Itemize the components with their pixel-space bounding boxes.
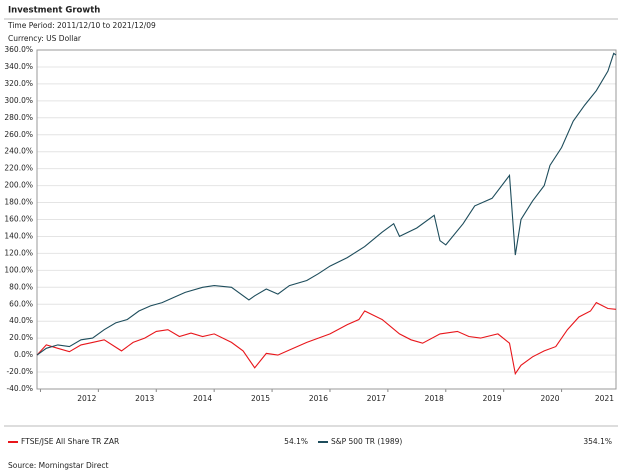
x-tick-label: 2013: [135, 394, 154, 403]
y-tick-label: 160.0%: [4, 215, 33, 224]
x-tick-label: 2020: [540, 394, 559, 403]
y-tick-label: -20.0%: [6, 367, 33, 376]
y-tick-label: 140.0%: [4, 231, 33, 240]
y-tick-label: 60.0%: [9, 299, 33, 308]
subtitle: Time Period: 2011/12/10 to 2021/12/09: [7, 21, 156, 30]
currency: Currency: US Dollar: [8, 34, 82, 43]
x-tick-label: 2021: [595, 394, 614, 403]
y-tick-label: 220.0%: [4, 164, 33, 173]
series-line: [36, 52, 617, 356]
y-tick-label: 180.0%: [4, 198, 33, 207]
y-tick-label: -40.0%: [6, 384, 33, 393]
y-tick-label: 20.0%: [9, 333, 33, 342]
x-tick-label: 2016: [309, 394, 328, 403]
y-tick-label: 360.0%: [4, 45, 33, 54]
y-tick-label: 260.0%: [4, 130, 33, 139]
series-line: [36, 301, 617, 376]
y-tick-label: 120.0%: [4, 248, 33, 257]
y-tick-label: 0.0%: [14, 350, 33, 359]
x-tick-label: 2019: [483, 394, 502, 403]
x-tick-label: 2012: [77, 394, 96, 403]
y-tick-label: 280.0%: [4, 113, 33, 122]
legend-end-value: 54.1%: [284, 437, 308, 446]
y-tick-label: 100.0%: [4, 265, 33, 274]
y-tick-label: 240.0%: [4, 147, 33, 156]
legend-label: FTSE/JSE All Share TR ZAR: [21, 437, 119, 446]
x-tick-label: 2015: [251, 394, 270, 403]
x-tick-label: 2014: [193, 394, 212, 403]
y-tick-label: 320.0%: [4, 79, 33, 88]
legend-end-value: 354.1%: [583, 437, 612, 446]
chart-title: Investment Growth: [8, 6, 100, 16]
y-tick-label: 80.0%: [9, 282, 33, 291]
y-tick-label: 300.0%: [4, 96, 33, 105]
x-tick-label: 2017: [367, 394, 386, 403]
x-tick-label: 2018: [425, 394, 444, 403]
y-tick-label: 200.0%: [4, 181, 33, 190]
y-tick-label: 340.0%: [4, 62, 33, 71]
legend-label: S&P 500 TR (1989): [331, 437, 402, 446]
source: Source: Morningstar Direct: [8, 461, 108, 470]
y-tick-label: 40.0%: [9, 316, 33, 325]
plot-frame: [36, 49, 617, 390]
